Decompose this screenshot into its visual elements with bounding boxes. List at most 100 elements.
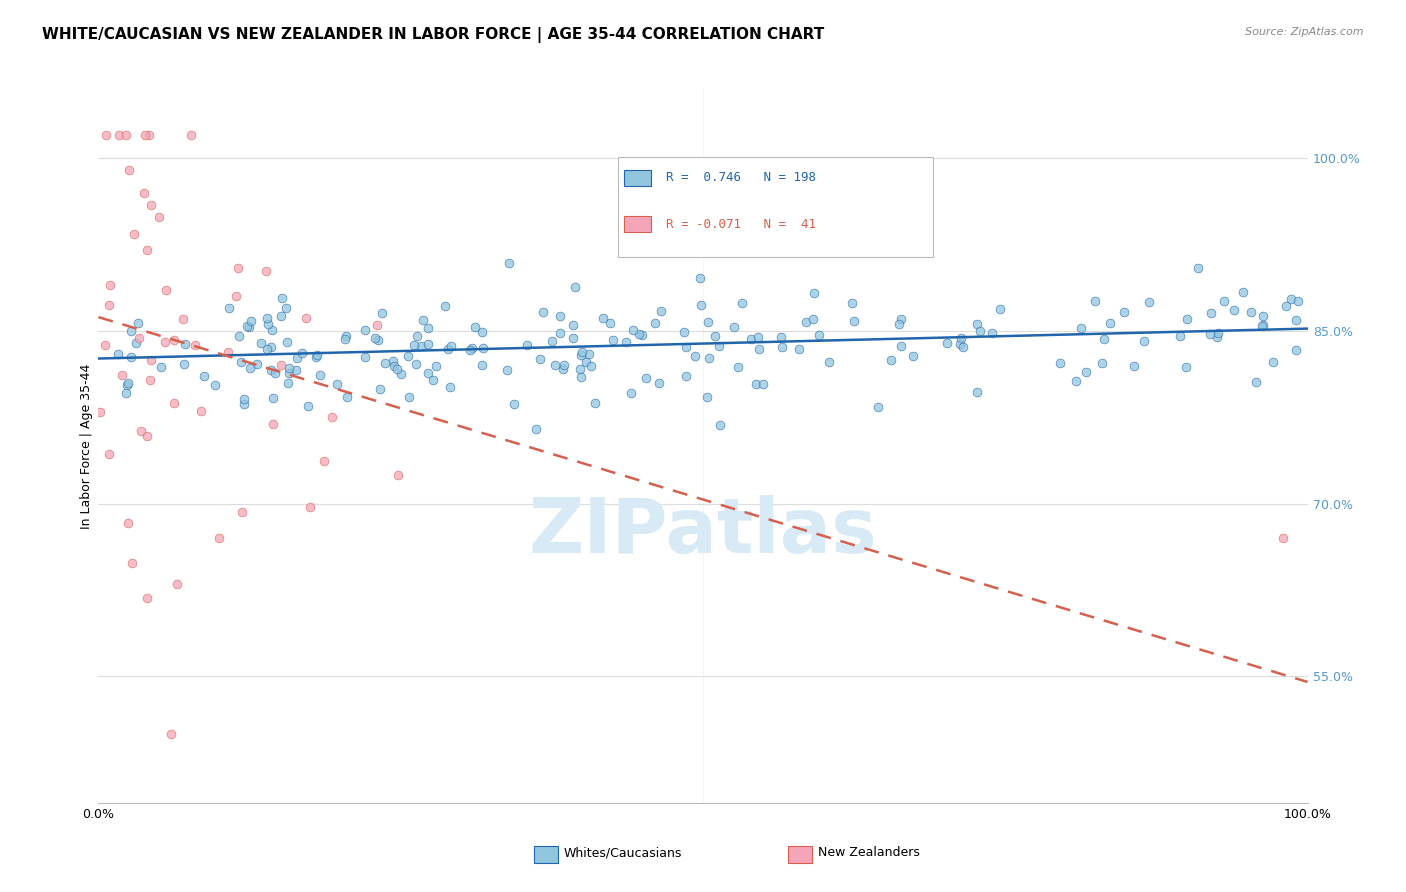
Point: [498, 256, 520, 270]
Text: ZIPatlas: ZIPatlas: [529, 495, 877, 568]
Point: [412, 313, 434, 327]
Point: [382, 359, 405, 373]
Point: [374, 355, 396, 369]
Y-axis label: In Labor Force | Age 35-44: In Labor Force | Age 35-44: [80, 363, 93, 529]
Point: [1070, 321, 1092, 335]
Point: [335, 332, 357, 346]
Point: [644, 316, 666, 330]
Point: [94, 337, 117, 351]
Point: [139, 353, 162, 368]
Point: [1174, 359, 1197, 374]
Point: [141, 198, 163, 212]
Point: [260, 339, 283, 353]
Point: [121, 557, 143, 571]
Point: [770, 340, 793, 354]
Point: [562, 318, 585, 332]
Point: [110, 368, 132, 382]
Point: [752, 377, 775, 392]
Point: [138, 128, 160, 143]
Text: Whites/Caucasians: Whites/Caucasians: [564, 847, 682, 859]
Point: [516, 338, 538, 352]
Point: [803, 286, 825, 301]
Point: [1251, 309, 1274, 323]
Point: [890, 339, 912, 353]
Point: [217, 344, 239, 359]
Point: [174, 336, 197, 351]
Point: [801, 312, 824, 326]
Point: [120, 350, 142, 364]
Point: [117, 376, 139, 391]
Point: [271, 291, 294, 305]
Point: [890, 311, 912, 326]
Point: [1133, 334, 1156, 348]
Point: [564, 280, 586, 294]
Point: [1223, 303, 1246, 318]
Point: [842, 314, 865, 328]
Point: [118, 162, 141, 177]
Point: [233, 397, 256, 411]
Point: [621, 323, 644, 337]
Point: [952, 340, 974, 354]
Point: [818, 355, 841, 369]
FancyBboxPatch shape: [624, 169, 651, 186]
Point: [353, 350, 375, 364]
Point: [1168, 329, 1191, 343]
Point: [740, 332, 762, 346]
Point: [231, 505, 253, 519]
Point: [277, 360, 299, 375]
Point: [569, 348, 592, 362]
Point: [115, 377, 138, 392]
Point: [1187, 261, 1209, 276]
Point: [425, 359, 447, 373]
Point: [208, 531, 231, 545]
Point: [696, 315, 718, 329]
Point: [260, 322, 283, 336]
Point: [229, 355, 252, 369]
Point: [108, 128, 131, 143]
Point: [529, 352, 551, 367]
Text: Source: ZipAtlas.com: Source: ZipAtlas.com: [1246, 27, 1364, 37]
Point: [697, 351, 720, 366]
Point: [276, 301, 298, 316]
Point: [1098, 316, 1121, 330]
Point: [544, 359, 567, 373]
Point: [936, 335, 959, 350]
Point: [1122, 359, 1144, 373]
Point: [1092, 332, 1115, 346]
Point: [1279, 293, 1302, 307]
Point: [298, 500, 321, 514]
Point: [1199, 326, 1222, 341]
Point: [471, 325, 494, 339]
Point: [166, 577, 188, 591]
Point: [1213, 293, 1236, 308]
Point: [336, 390, 359, 404]
Point: [239, 361, 262, 376]
Point: [127, 316, 149, 330]
Point: [628, 327, 651, 342]
Point: [460, 342, 482, 356]
FancyBboxPatch shape: [624, 216, 651, 232]
Point: [747, 330, 769, 344]
Point: [262, 417, 284, 431]
Point: [173, 357, 195, 371]
Point: [495, 363, 517, 377]
Point: [748, 343, 770, 357]
Point: [966, 385, 988, 400]
Point: [125, 335, 148, 350]
Point: [270, 358, 292, 372]
Point: [578, 346, 600, 360]
Point: [723, 320, 745, 334]
Point: [193, 368, 215, 383]
Point: [128, 330, 150, 344]
Point: [256, 317, 278, 331]
Point: [1049, 356, 1071, 370]
Point: [389, 367, 412, 381]
Point: [464, 320, 486, 334]
Text: WHITE/CAUCASIAN VS NEW ZEALANDER IN LABOR FORCE | AGE 35-44 CORRELATION CHART: WHITE/CAUCASIAN VS NEW ZEALANDER IN LABO…: [42, 27, 824, 43]
Point: [569, 370, 592, 384]
Point: [531, 305, 554, 319]
Point: [163, 333, 186, 347]
Point: [160, 727, 183, 741]
Point: [136, 591, 159, 605]
Point: [278, 367, 301, 381]
